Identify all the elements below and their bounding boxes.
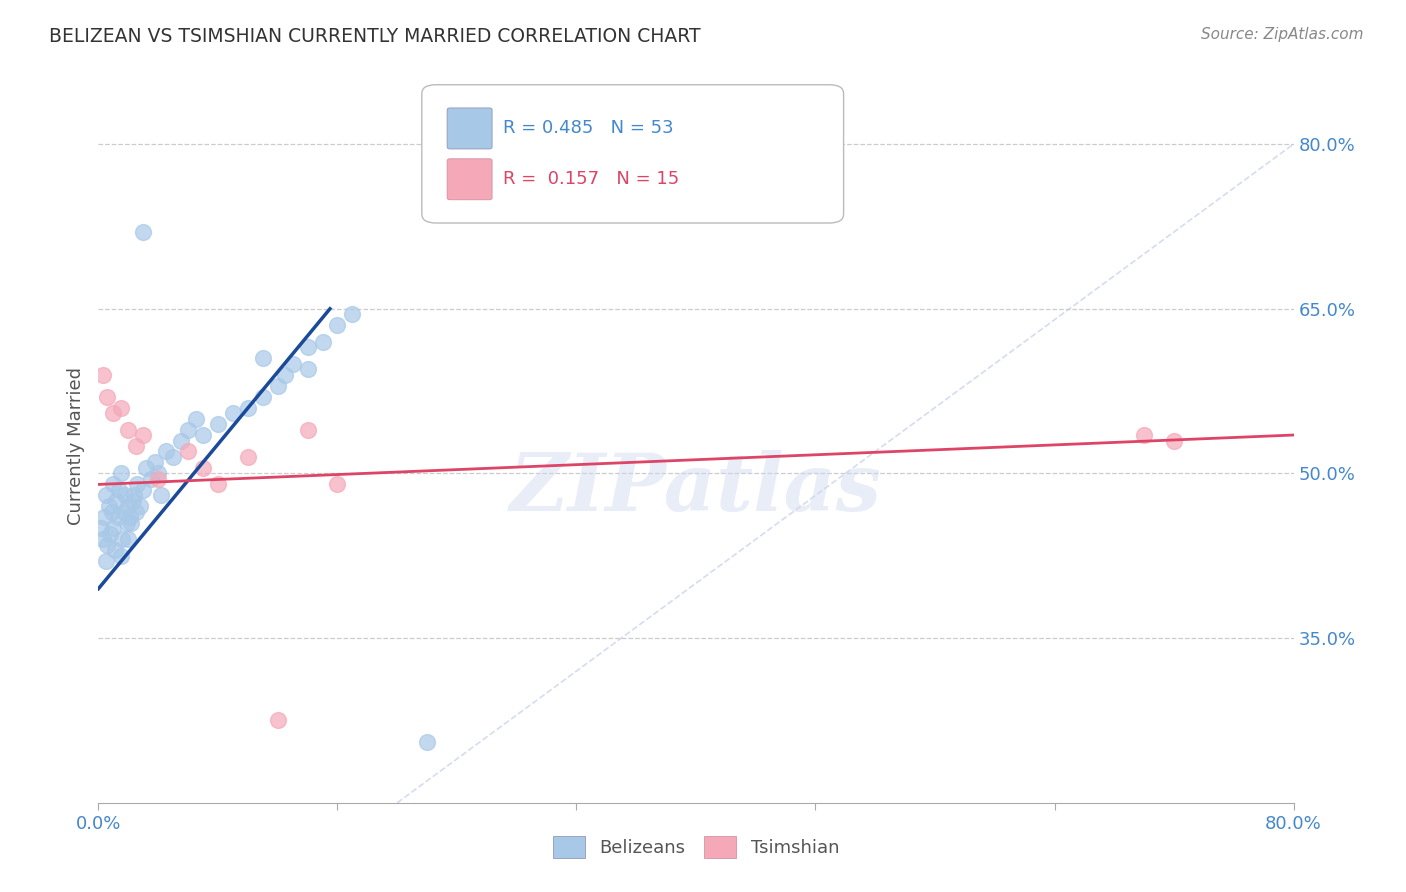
Point <box>129 500 152 514</box>
Point <box>267 714 290 728</box>
Point <box>207 417 229 431</box>
Point <box>1163 434 1185 448</box>
Point <box>91 368 114 382</box>
Point <box>236 450 259 464</box>
Point <box>267 378 290 392</box>
Point <box>117 423 139 437</box>
Text: Source: ZipAtlas.com: Source: ZipAtlas.com <box>1201 27 1364 42</box>
Y-axis label: Currently Married: Currently Married <box>66 367 84 525</box>
Point <box>281 357 304 371</box>
Point <box>1133 428 1156 442</box>
Point <box>326 318 349 333</box>
Point <box>222 406 245 420</box>
Point <box>120 516 142 530</box>
Point <box>117 500 139 514</box>
Point <box>108 483 131 497</box>
Point <box>125 439 148 453</box>
Point <box>297 423 319 437</box>
Point <box>311 334 333 349</box>
Point <box>91 533 114 547</box>
Point <box>297 362 319 376</box>
Point <box>121 494 143 508</box>
Point <box>132 483 155 497</box>
Legend: Belizeans, Tsimshian: Belizeans, Tsimshian <box>546 829 846 865</box>
Point <box>143 455 166 469</box>
Point <box>416 735 439 749</box>
Point <box>96 538 118 552</box>
Point <box>105 494 128 508</box>
Point <box>148 472 170 486</box>
Point <box>297 340 319 354</box>
Point <box>101 505 124 519</box>
Point <box>135 461 157 475</box>
Text: BELIZEAN VS TSIMSHIAN CURRENTLY MARRIED CORRELATION CHART: BELIZEAN VS TSIMSHIAN CURRENTLY MARRIED … <box>49 27 700 45</box>
Point <box>104 543 127 558</box>
Point <box>103 406 125 420</box>
Point <box>124 488 146 502</box>
Point <box>236 401 259 415</box>
Point <box>132 225 155 239</box>
Point <box>125 505 148 519</box>
Point <box>103 477 125 491</box>
Point <box>114 488 136 502</box>
Point <box>112 505 135 519</box>
Text: ZIPatlas: ZIPatlas <box>510 450 882 527</box>
Point <box>117 533 139 547</box>
Point <box>177 423 200 437</box>
Point <box>110 549 132 563</box>
Point <box>94 554 117 568</box>
Point <box>169 434 191 448</box>
Point <box>191 428 214 442</box>
Point <box>326 477 349 491</box>
Point <box>107 510 129 524</box>
Point <box>110 467 132 481</box>
Point <box>110 401 132 415</box>
Point <box>252 351 274 366</box>
Point <box>148 467 170 481</box>
Point <box>118 510 141 524</box>
Point <box>184 411 207 425</box>
Point <box>342 307 364 321</box>
Point <box>162 450 184 464</box>
Point <box>155 444 177 458</box>
Point <box>127 477 149 491</box>
Point <box>103 521 125 535</box>
Point <box>98 526 122 541</box>
Point <box>139 472 162 486</box>
Text: R =  0.157   N = 15: R = 0.157 N = 15 <box>503 170 679 188</box>
Point <box>150 488 173 502</box>
Point <box>115 516 138 530</box>
Point <box>94 488 117 502</box>
Point <box>90 521 112 535</box>
Point <box>111 533 134 547</box>
Text: R = 0.485   N = 53: R = 0.485 N = 53 <box>503 120 673 137</box>
Point <box>207 477 229 491</box>
Point <box>252 390 274 404</box>
Point <box>191 461 214 475</box>
Point <box>96 390 118 404</box>
Point <box>93 510 115 524</box>
Point <box>177 444 200 458</box>
Point <box>274 368 297 382</box>
Point <box>132 428 155 442</box>
Point <box>97 500 120 514</box>
